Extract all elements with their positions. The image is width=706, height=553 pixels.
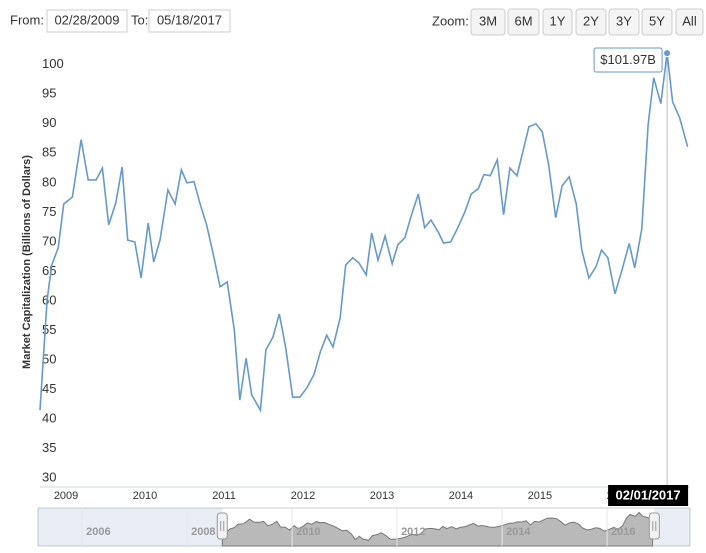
x-tick-label: 2014 bbox=[449, 490, 473, 502]
x-tick-label: 2015 bbox=[528, 490, 552, 502]
zoom-button[interactable] bbox=[641, 8, 673, 36]
navigator-tick-label: 2016 bbox=[611, 526, 635, 538]
zoom-button[interactable] bbox=[507, 8, 540, 36]
y-tick-label: 30 bbox=[42, 470, 56, 485]
to-label: To: bbox=[131, 12, 148, 27]
zoom-button-label[interactable]: 6M bbox=[514, 13, 532, 28]
y-tick-label: 90 bbox=[42, 115, 56, 130]
y-tick-label: 95 bbox=[42, 86, 56, 101]
zoom-button[interactable] bbox=[542, 8, 573, 36]
zoom-button-label[interactable]: 1Y bbox=[550, 13, 566, 28]
navigator-mask bbox=[654, 508, 690, 546]
y-tick-label: 40 bbox=[42, 410, 56, 425]
zoom-button-label[interactable]: 3Y bbox=[616, 13, 632, 28]
y-tick-label: 75 bbox=[42, 204, 56, 219]
navigator-tick-label: 2008 bbox=[191, 526, 215, 538]
y-axis-title: Market Capitalization (Billions of Dolla… bbox=[21, 155, 33, 369]
zoom-button-label[interactable]: All bbox=[682, 13, 697, 28]
x-tick-label: 2013 bbox=[370, 490, 394, 502]
zoom-button-label[interactable]: 2Y bbox=[583, 13, 599, 28]
zoom-button-label[interactable]: 5Y bbox=[649, 13, 665, 28]
y-tick-label: 50 bbox=[42, 351, 56, 366]
zoom-button[interactable] bbox=[575, 8, 607, 36]
date-label: 02/01/2017 bbox=[616, 487, 681, 502]
y-tick-label: 85 bbox=[42, 145, 56, 160]
zoom-button-label[interactable]: 3M bbox=[479, 13, 497, 28]
from-label: From: bbox=[10, 12, 44, 27]
y-tick-label: 60 bbox=[42, 292, 56, 307]
from-value[interactable]: 02/28/2009 bbox=[54, 12, 119, 27]
to-input[interactable] bbox=[148, 9, 231, 33]
zoom-button[interactable] bbox=[608, 8, 640, 36]
navigator-tick-label: 2014 bbox=[506, 526, 531, 538]
navigator-handle[interactable] bbox=[216, 512, 228, 540]
y-tick-label: 70 bbox=[42, 233, 56, 248]
x-tick-label: 2010 bbox=[133, 490, 157, 502]
y-tick-label: 35 bbox=[42, 440, 56, 455]
navigator-mask bbox=[38, 508, 223, 546]
y-tick-label: 80 bbox=[42, 174, 56, 189]
navigator-tick-label: 2012 bbox=[401, 526, 425, 538]
to-value[interactable]: 05/18/2017 bbox=[157, 12, 222, 27]
navigator-tick-label: 2010 bbox=[296, 526, 320, 538]
y-tick-label: 65 bbox=[42, 263, 56, 278]
x-tick-label: 2009 bbox=[54, 490, 78, 502]
navigator-tick-label: 2006 bbox=[86, 526, 110, 538]
from-input[interactable] bbox=[46, 9, 128, 33]
hover-marker bbox=[663, 49, 672, 58]
tooltip-box bbox=[593, 47, 663, 73]
y-tick-label: 100 bbox=[42, 56, 64, 71]
zoom-label: Zoom: bbox=[432, 13, 469, 28]
zoom-button[interactable] bbox=[675, 8, 704, 36]
tooltip-text: $101.97B bbox=[600, 52, 656, 67]
navigator-series bbox=[221, 511, 654, 547]
x-tick-label: 2012 bbox=[291, 490, 315, 502]
y-tick-label: 45 bbox=[42, 381, 56, 396]
navigator-handle[interactable] bbox=[648, 512, 660, 540]
date-label-box bbox=[608, 485, 689, 506]
x-tick-label: 2011 bbox=[212, 490, 236, 502]
zoom-button[interactable] bbox=[470, 8, 506, 36]
line-series bbox=[39, 53, 689, 413]
